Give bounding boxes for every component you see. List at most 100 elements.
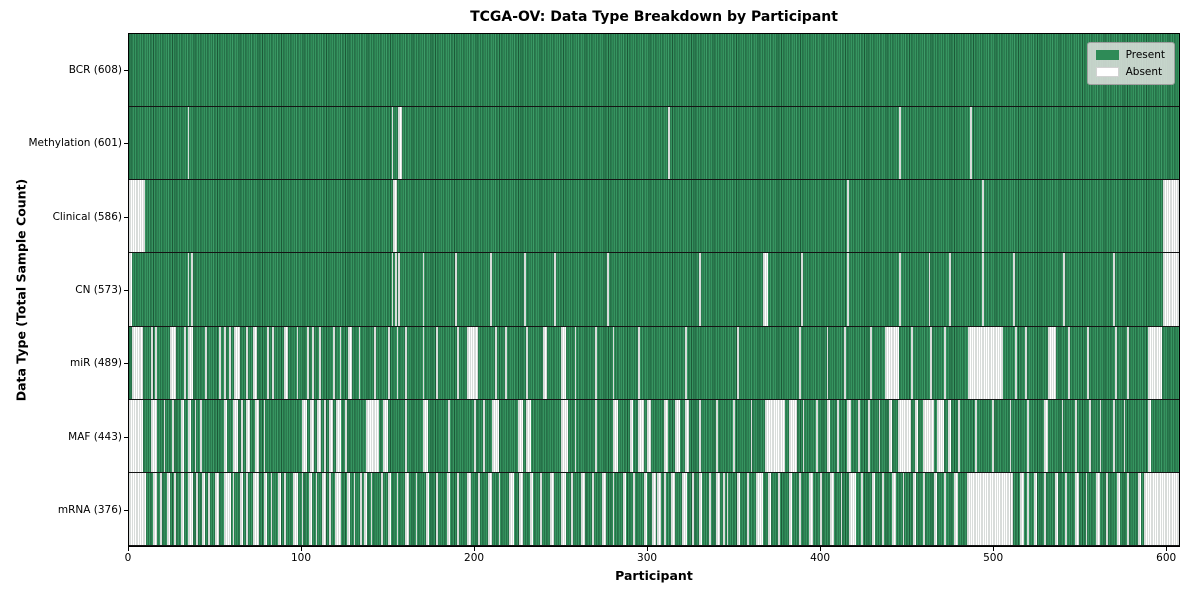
absent-segment [322,472,326,545]
ytick-mark [124,69,128,71]
absent-segment [800,253,803,326]
absent-segment [232,472,235,545]
absent-segment [550,472,554,545]
absent-segment [1123,399,1126,472]
absent-segment [398,253,401,326]
absent-segment [826,399,831,472]
absent-segment [324,399,326,472]
absent-segment [353,472,356,545]
absent-segment [187,399,192,472]
absent-segment [868,399,870,472]
absent-segment [388,472,392,545]
absent-segment [329,399,333,472]
absent-segment [151,326,154,399]
absent-segment [698,253,701,326]
absent-segment [153,472,157,545]
absent-segment [691,472,694,545]
ytick-label-mrna: mRNA (376) [57,504,122,517]
absent-segment [944,472,946,545]
absent-segment [1044,399,1048,472]
absent-segment [332,326,335,399]
absent-segment [849,472,857,545]
absent-segment [667,107,670,180]
absent-segment [398,107,402,180]
absent-segment [923,472,926,545]
absent-segment [1047,326,1057,399]
absent-segment [436,472,439,545]
absent-segment [574,326,577,399]
absent-segment [517,399,523,472]
absent-segment [498,472,501,545]
absent-segment [255,399,259,472]
absent-segment [263,472,268,545]
absent-segment [191,253,193,326]
absent-segment [201,472,205,545]
absent-segment [612,399,618,472]
absent-segment [223,399,228,472]
absent-segment [529,472,534,545]
absent-segment [339,326,342,399]
absent-segment [267,326,269,399]
absent-segment [526,399,532,472]
absent-segment [1075,399,1078,472]
ytick-label-clinical: Clinical (586) [52,210,122,223]
absent-segment [315,472,318,545]
row-band-clinical [129,180,1179,254]
absent-segment [764,399,786,472]
absent-segment [1068,326,1071,399]
absent-segment [843,326,846,399]
absent-segment [930,326,933,399]
absent-segment [629,399,634,472]
xtick-mark [301,547,303,551]
absent-segment [1106,472,1109,545]
absent-segment [762,253,768,326]
absent-segment [422,399,428,472]
absent-segment [861,472,863,545]
absent-segment [223,326,226,399]
absent-segment [913,472,917,545]
absent-segment [284,326,288,399]
row-band-mrna [129,472,1179,546]
absent-segment [358,326,361,399]
absent-segment [750,399,753,472]
xtick-mark [993,547,995,551]
absent-segment [1025,326,1028,399]
absent-segment [652,472,656,545]
absent-segment [574,399,577,472]
absent-segment [602,472,606,545]
absent-segment [540,472,542,545]
xtick-mark [820,547,822,551]
absent-segment [982,180,984,253]
absent-segment [329,472,332,545]
absent-segment [1127,472,1129,545]
absent-segment [129,180,145,253]
absent-segment [163,399,166,472]
legend-item-present: Present [1095,49,1165,61]
absent-segment [467,326,478,399]
absent-segment [1027,472,1029,545]
absent-segment [277,472,281,545]
absent-segment [166,472,171,545]
absent-segment [455,253,458,326]
absent-segment [914,399,919,472]
absent-segment [301,399,307,472]
absent-segment [553,253,556,326]
absent-segment [296,326,299,399]
absent-segment [1063,253,1065,326]
absent-segment [312,326,314,399]
xtick-mark [128,547,129,551]
absent-segment [426,472,430,545]
absent-segment [208,472,211,545]
absent-segment [199,399,202,472]
absent-segment [1033,472,1038,545]
y-axis-label: Data Type (Total Sample Count) [13,178,29,402]
absent-segment [405,326,408,399]
absent-segment [1127,326,1129,399]
absent-segment [374,326,376,399]
absent-segment [344,399,347,472]
absent-segment [363,472,368,545]
absent-segment [263,399,266,472]
absent-segment [448,399,451,472]
absent-segment [370,472,373,545]
absent-segment [799,472,801,545]
